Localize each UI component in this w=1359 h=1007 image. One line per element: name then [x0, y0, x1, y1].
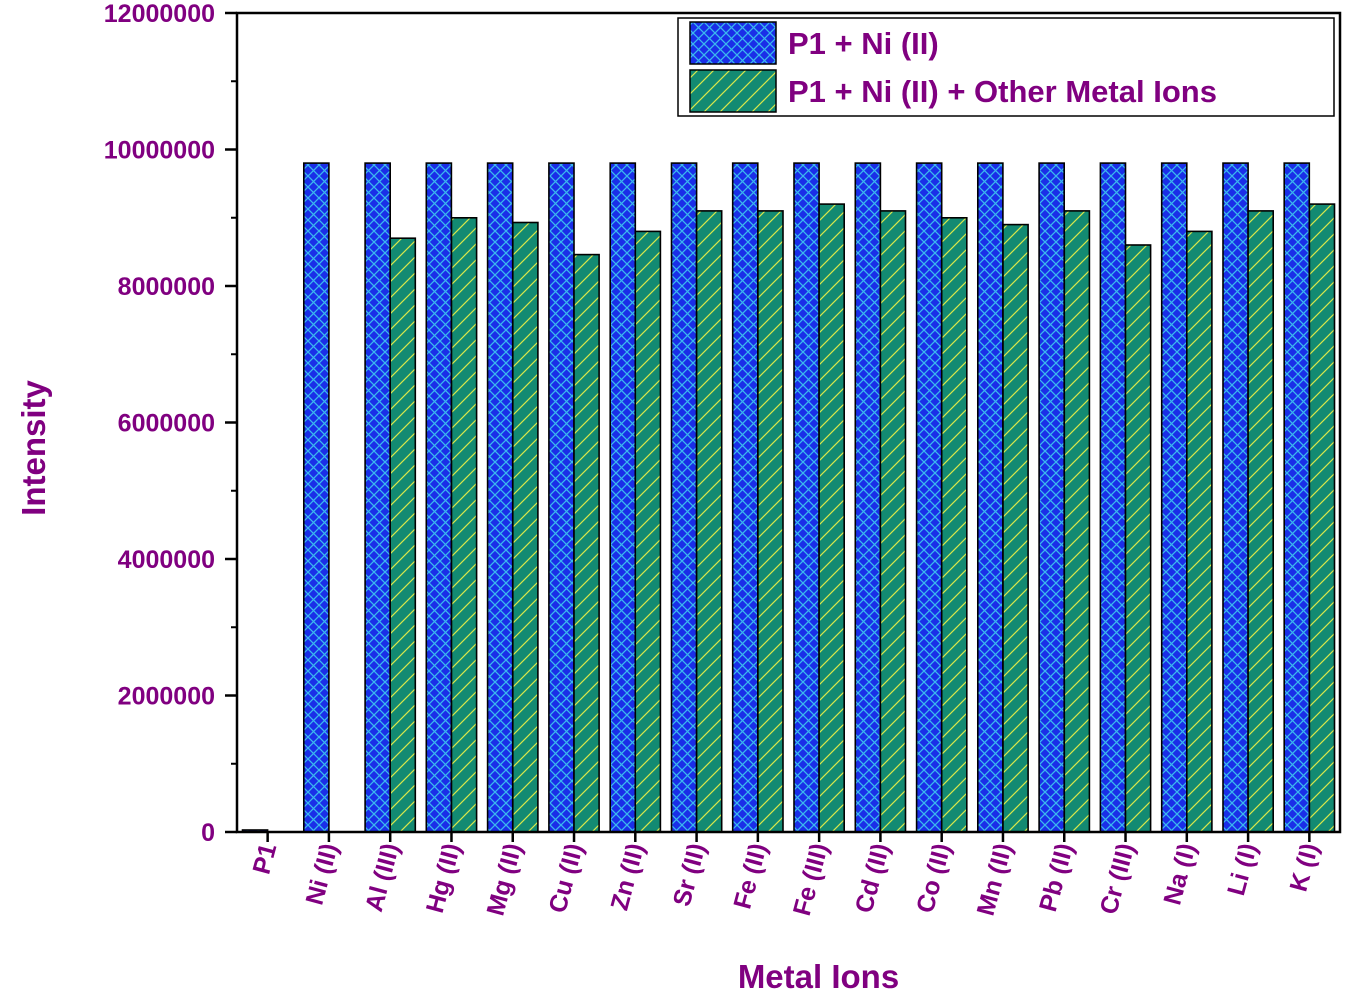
legend-swatch	[689, 69, 777, 113]
x-tick-label: Pb (II)	[1034, 840, 1079, 914]
x-tick-label: Na (I)	[1158, 840, 1201, 908]
bar-p1-ni-other-13	[1063, 210, 1091, 833]
bar-p1-ni-12	[976, 162, 1004, 833]
y-axis-title: Intensity	[15, 380, 52, 516]
bar-p1-ni-16	[1222, 162, 1249, 833]
legend-label: P1 + Ni (II) + Other Metal Ions	[788, 74, 1217, 109]
bar-p1-ni-other-4	[511, 221, 539, 833]
bar-p1-ni-other-2	[389, 237, 417, 833]
x-tick-label: Li (I)	[1222, 840, 1263, 898]
bar-p1-ni-4	[486, 162, 514, 833]
bar-p1-ni-6	[609, 162, 637, 833]
y-tick-label: 4000000	[118, 546, 215, 574]
y-tick-label: 6000000	[118, 410, 215, 438]
x-tick-label: Zn (II)	[605, 840, 650, 913]
bar-p1-ni-2	[364, 162, 392, 833]
bar-p1-ni-14	[1099, 162, 1127, 833]
bar-p1-ni-other-17	[1308, 203, 1336, 833]
x-tick-label: Sr (II)	[668, 840, 712, 909]
x-tick-label: Hg (II)	[421, 840, 466, 916]
bar-p1-ni-other-3	[450, 217, 478, 833]
bar-p1-ni-15	[1160, 162, 1188, 833]
bar-p1-ni-other-5	[573, 253, 600, 833]
x-tick-label: Al (III)	[360, 840, 405, 914]
bar-p1-ni-other-9	[818, 203, 845, 833]
bar-p1-ni-other-10	[879, 210, 907, 833]
legend-box	[677, 17, 1335, 117]
bar-p1-ni-other-7	[695, 210, 723, 833]
x-tick-label: Mn (II)	[972, 840, 1018, 918]
x-tick-label: P1	[247, 840, 282, 877]
bar-p1-ni-8	[731, 162, 759, 833]
x-tick-label: K (I)	[1285, 840, 1325, 894]
x-tick-label: Cr (III)	[1095, 840, 1141, 917]
bar-p1-ni-17	[1283, 162, 1311, 833]
legend-label: P1 + Ni (II)	[788, 26, 939, 61]
x-tick-label: Ni (II)	[300, 840, 343, 908]
bar-p1-ni-other-16	[1247, 210, 1274, 833]
y-tick-label: 0	[201, 819, 215, 847]
legend: P1 + Ni (II) P1 + Ni (II) + Other Metal I…	[677, 17, 1335, 117]
x-tick-label: Fe (III)	[788, 840, 834, 918]
bar-p1-ni-1	[302, 162, 330, 833]
bar-p1-ni-13	[1038, 162, 1065, 833]
bar-p1-ni-11	[915, 162, 943, 833]
bar-p1-ni-other-15	[1186, 230, 1213, 833]
bar-p1-ni-other-12	[1002, 223, 1029, 833]
bar-p1-ni-5	[548, 162, 575, 833]
x-tick-label: Cu (II)	[543, 840, 588, 916]
x-tick-label: Mg (II)	[481, 840, 527, 918]
bar-p1-ni-other-8	[757, 210, 784, 833]
legend-swatch	[689, 21, 777, 65]
y-tick-label: 2000000	[118, 683, 215, 711]
x-tick-label: Fe (II)	[728, 840, 772, 912]
bar-p1-ni-other-6	[634, 230, 662, 833]
y-tick-label: 10000000	[104, 137, 215, 165]
bar-p1-ni-9	[793, 162, 820, 833]
y-tick-label: 12000000	[104, 0, 215, 28]
bar-p1-ni-3	[425, 162, 453, 833]
x-axis-title: Metal Ions	[738, 958, 899, 995]
bar-p1-ni-7	[670, 162, 698, 833]
bar-p1-ni-10	[854, 162, 882, 833]
x-tick-label: Co (II)	[911, 840, 956, 916]
bar-p1-ni-other-11	[940, 217, 968, 833]
x-tick-label: Cd (II)	[850, 840, 895, 916]
y-tick-label: 8000000	[118, 273, 215, 301]
bar-p1-ni-other-14	[1124, 244, 1152, 833]
